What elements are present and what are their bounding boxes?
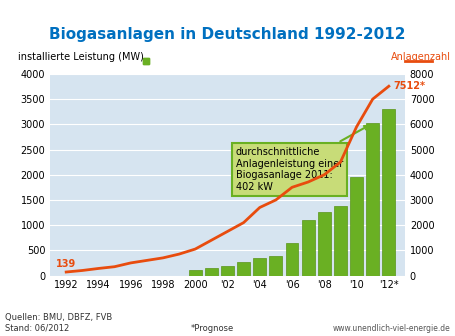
Bar	[366, 123, 379, 276]
Bar	[318, 212, 331, 276]
Text: installierte Leistung (MW): installierte Leistung (MW)	[18, 52, 144, 62]
Bar	[302, 220, 314, 276]
Bar	[334, 206, 347, 276]
Bar	[205, 268, 218, 276]
Text: 139: 139	[56, 259, 76, 269]
Bar	[253, 258, 266, 276]
Bar	[221, 266, 234, 276]
Bar	[350, 177, 363, 276]
Text: Biogasanlagen in Deutschland 1992-2012: Biogasanlagen in Deutschland 1992-2012	[49, 27, 406, 42]
Bar	[382, 109, 395, 276]
Bar	[269, 256, 283, 276]
Bar	[286, 243, 298, 276]
Text: Anlagenzahl: Anlagenzahl	[391, 52, 451, 62]
Text: www.unendlich-viel-energie.de: www.unendlich-viel-energie.de	[333, 324, 450, 333]
Bar	[237, 262, 250, 276]
Text: durchschnittliche
Anlagenleistung einer
Biogasanlage 2011:
402 kW: durchschnittliche Anlagenleistung einer …	[236, 126, 368, 192]
Text: *Prognose: *Prognose	[191, 324, 234, 333]
Bar	[189, 270, 202, 276]
Text: 7512*: 7512*	[394, 81, 426, 91]
Text: Quellen: BMU, DBFZ, FVB
Stand: 06/2012: Quellen: BMU, DBFZ, FVB Stand: 06/2012	[5, 313, 112, 333]
